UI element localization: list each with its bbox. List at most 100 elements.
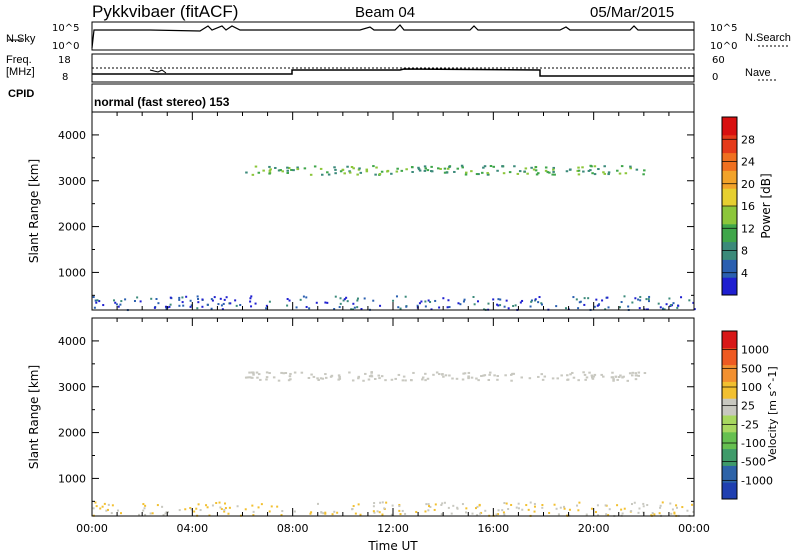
- velocity-cell: [470, 376, 474, 379]
- velocity-cell: [404, 379, 407, 382]
- power-cell: [189, 305, 192, 308]
- velocity-cell: [227, 512, 230, 515]
- power-cell: [634, 297, 637, 300]
- power-cell: [133, 300, 136, 303]
- power-cell: [350, 166, 354, 169]
- velocity-cell: [464, 511, 467, 514]
- velocity-cell: [190, 508, 193, 511]
- power-cell: [692, 301, 695, 304]
- power-cell: [620, 301, 623, 304]
- power-cell: [345, 296, 348, 299]
- power-cell: [646, 308, 649, 311]
- power-cell: [492, 298, 495, 301]
- velocity-cell: [282, 372, 286, 375]
- power-cell: [472, 295, 475, 298]
- power-cell: [487, 302, 490, 305]
- velocity-cbar-tick-1: 500: [741, 362, 762, 375]
- velocity-cell: [310, 511, 313, 514]
- velocity-cell: [621, 512, 624, 515]
- power-cell: [648, 295, 651, 298]
- velocity-cell: [661, 501, 664, 504]
- power-cell: [583, 297, 586, 300]
- velocity-cell: [252, 373, 255, 376]
- velocity-cell: [653, 513, 656, 516]
- power-ylabel: Slant Range [km]: [27, 159, 41, 263]
- velocity-cbar-seg-1: [722, 465, 737, 483]
- velocity-cell: [409, 379, 413, 382]
- velocity-cell: [585, 513, 588, 516]
- velocity-cell: [142, 509, 145, 512]
- velocity-cell: [206, 506, 209, 509]
- power-cell: [538, 296, 541, 299]
- velocity-cell: [593, 373, 597, 376]
- power-cell: [339, 170, 343, 173]
- velocity-cell: [244, 508, 247, 511]
- velocity-cell: [563, 507, 566, 510]
- power-cell: [648, 300, 651, 303]
- velocity-cell: [370, 371, 373, 374]
- velocity-cell: [107, 508, 110, 511]
- velocity-cbar-tick-3: 25: [741, 400, 755, 413]
- velocity-cell: [372, 505, 375, 508]
- velocity-cell: [324, 373, 327, 376]
- power-cell: [168, 305, 171, 308]
- power-cell: [375, 166, 378, 169]
- nsky-trace: [91, 24, 694, 49]
- velocity-cell: [156, 504, 159, 507]
- velocity-cell: [637, 511, 640, 514]
- velocity-cell: [450, 512, 453, 515]
- velocity-cell: [451, 377, 454, 380]
- power-cell: [346, 300, 349, 303]
- power-cell: [196, 307, 199, 310]
- power-cell: [390, 172, 393, 175]
- power-cell: [286, 298, 289, 301]
- power-cell: [92, 296, 95, 299]
- velocity-cell: [503, 502, 506, 505]
- power-cell: [607, 171, 611, 174]
- velocity-cell: [338, 377, 342, 380]
- power-cell: [96, 299, 99, 302]
- power-cell: [281, 170, 284, 173]
- velocity-cell: [397, 373, 401, 376]
- power-cell: [643, 308, 646, 311]
- velocity-cell: [224, 507, 227, 510]
- power-cell: [693, 308, 696, 311]
- velocity-cell: [496, 378, 499, 381]
- power-cell: [348, 171, 352, 174]
- velocity-cell: [394, 377, 397, 380]
- velocity-cbar-tick-4: -25: [741, 418, 759, 431]
- velocity-cell: [249, 376, 253, 379]
- velocity-cell: [670, 512, 673, 515]
- velocity-cell: [602, 375, 605, 378]
- velocity-cell: [620, 508, 623, 511]
- velocity-cell: [493, 374, 496, 377]
- nsky-tick-low: 10^0: [52, 41, 79, 52]
- velocity-cell: [487, 378, 491, 381]
- velocity-cell: [517, 502, 520, 505]
- power-cell: [268, 172, 271, 175]
- velocity-cell: [427, 503, 430, 506]
- power-cell: [523, 170, 526, 173]
- power-cell: [265, 304, 268, 307]
- power-cell: [254, 302, 257, 305]
- velocity-cbar-seg-3: [722, 431, 737, 450]
- power-cell: [150, 297, 153, 300]
- velocity-cell: [412, 371, 415, 374]
- velocity-cell: [510, 373, 513, 376]
- power-cell: [565, 170, 569, 173]
- power-cell: [637, 298, 640, 301]
- velocity-cell: [337, 374, 341, 377]
- power-cell: [339, 297, 342, 300]
- velocity-ytick-label-0: 4000: [58, 335, 86, 348]
- velocity-cell: [634, 372, 638, 375]
- power-cell: [234, 299, 237, 302]
- power-cell: [587, 297, 590, 300]
- velocity-ytick-label-2: 2000: [58, 427, 86, 440]
- nave-tick-low: 0: [712, 72, 718, 83]
- power-cell: [164, 305, 167, 308]
- velocity-cell: [289, 378, 292, 381]
- power-cell: [251, 173, 255, 176]
- velocity-colorbar-label: Velocity [m s^-1]: [766, 366, 779, 461]
- velocity-cell: [312, 375, 316, 378]
- power-cell: [502, 172, 506, 175]
